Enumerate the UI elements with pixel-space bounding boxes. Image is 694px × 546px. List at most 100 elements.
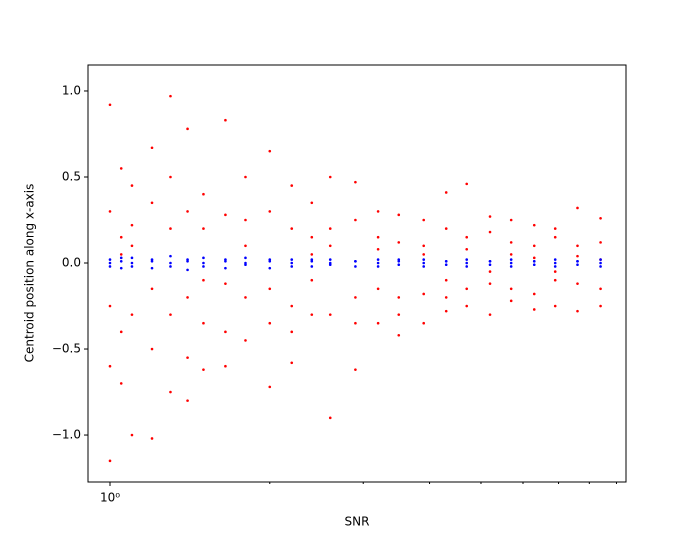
point xyxy=(576,263,579,267)
point xyxy=(150,259,154,263)
point xyxy=(186,356,189,359)
point xyxy=(130,223,134,227)
point xyxy=(576,309,579,313)
point xyxy=(224,266,227,270)
point xyxy=(465,287,469,291)
point xyxy=(465,235,469,239)
point xyxy=(186,296,189,299)
point xyxy=(532,244,536,248)
point xyxy=(130,256,134,260)
point xyxy=(186,259,189,263)
point xyxy=(202,227,205,230)
point xyxy=(108,210,112,213)
point xyxy=(310,253,314,256)
point xyxy=(444,278,448,282)
point xyxy=(119,382,123,385)
point xyxy=(599,261,602,265)
point xyxy=(224,213,227,217)
point xyxy=(444,309,448,313)
point xyxy=(553,270,557,273)
point xyxy=(108,261,112,265)
point xyxy=(354,265,357,268)
point xyxy=(224,330,227,334)
point xyxy=(310,258,314,261)
point xyxy=(465,261,469,265)
point xyxy=(576,282,579,285)
point xyxy=(224,258,227,261)
point xyxy=(202,192,205,196)
point xyxy=(310,265,314,268)
point xyxy=(397,263,401,267)
point xyxy=(397,296,401,299)
point xyxy=(509,261,513,265)
point xyxy=(202,256,205,260)
point xyxy=(488,282,492,285)
point xyxy=(108,258,112,261)
point xyxy=(150,287,154,291)
point xyxy=(268,259,272,263)
point xyxy=(488,313,492,316)
point xyxy=(268,287,272,291)
point xyxy=(553,227,557,230)
point xyxy=(150,146,154,150)
point xyxy=(186,268,189,272)
point xyxy=(422,253,426,256)
point xyxy=(509,299,513,303)
point xyxy=(354,296,357,299)
x-axis-label: SNR xyxy=(345,515,370,529)
point xyxy=(310,278,314,282)
point xyxy=(202,321,205,325)
point xyxy=(310,313,314,316)
point xyxy=(169,254,172,258)
point xyxy=(119,235,123,239)
point xyxy=(509,253,513,256)
point xyxy=(268,149,272,153)
point xyxy=(553,278,557,282)
point xyxy=(354,218,357,222)
point xyxy=(224,282,227,285)
point xyxy=(268,210,272,213)
point xyxy=(532,308,536,311)
point xyxy=(397,213,401,217)
point xyxy=(599,241,602,244)
point xyxy=(576,244,579,248)
point xyxy=(532,256,536,260)
point xyxy=(599,287,602,291)
point xyxy=(422,244,426,248)
point xyxy=(244,296,247,299)
point xyxy=(150,266,154,270)
point xyxy=(376,258,380,261)
point xyxy=(202,261,205,265)
point xyxy=(202,278,205,282)
point xyxy=(553,258,557,261)
point xyxy=(169,94,172,98)
point xyxy=(310,235,314,239)
point xyxy=(444,263,448,267)
point xyxy=(119,266,123,270)
point xyxy=(465,265,469,268)
point xyxy=(376,321,380,325)
point xyxy=(397,333,401,337)
point xyxy=(290,361,294,365)
point xyxy=(290,258,294,261)
point xyxy=(509,258,513,261)
point xyxy=(354,259,357,263)
point xyxy=(422,292,426,296)
point xyxy=(422,218,426,222)
point xyxy=(119,256,123,260)
point xyxy=(224,118,227,122)
point xyxy=(576,259,579,263)
point xyxy=(599,216,602,220)
point xyxy=(465,304,469,308)
point xyxy=(328,258,332,261)
point xyxy=(186,127,189,131)
point xyxy=(310,201,314,205)
point xyxy=(119,167,123,170)
point xyxy=(354,321,357,325)
point xyxy=(509,287,513,291)
y-tick-label: 0.0 xyxy=(62,256,81,270)
point xyxy=(422,265,426,268)
point xyxy=(444,259,448,263)
point xyxy=(108,265,112,268)
